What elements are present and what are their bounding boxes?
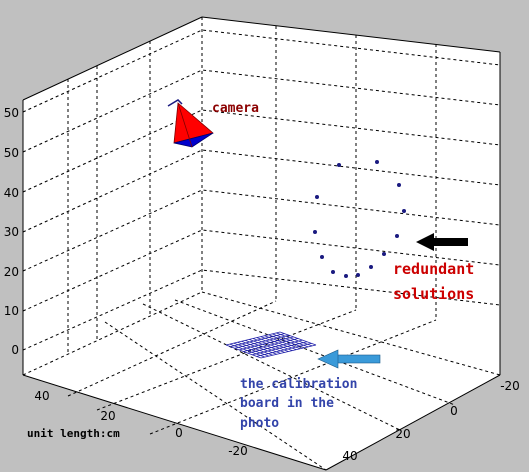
camera-tip (167, 99, 183, 107)
board-grid-line (256, 342, 312, 357)
solution-point (402, 209, 406, 213)
solution-point (337, 163, 341, 167)
solution-point (320, 255, 324, 259)
solution-point (356, 273, 360, 277)
board-grid-line (243, 338, 299, 352)
board-grid-line (234, 334, 290, 349)
y-axis-ticks: -20 0 20 40 (342, 379, 519, 463)
calibration-board (225, 331, 317, 359)
camera-icon (167, 99, 214, 148)
grid-back-right (275, 26, 501, 375)
solution-point (331, 270, 335, 274)
grid-z-levels (22, 29, 501, 351)
board-grid-line (247, 339, 303, 354)
z-axis-ticks: 50 50 40 30 20 10 0 (4, 106, 19, 357)
redundant-solution-points (313, 160, 406, 278)
solution-point (315, 195, 319, 199)
x-tick: 40 (34, 389, 49, 403)
y-tick: 20 (395, 427, 410, 441)
board-grid-line (230, 333, 285, 348)
y-tick: -20 (500, 379, 520, 393)
black-arrow (416, 233, 468, 251)
blue-arrow (317, 349, 381, 369)
camera-edge (177, 102, 193, 148)
z-tick: 40 (4, 186, 19, 200)
x-tick: -20 (228, 444, 248, 458)
axes-box (22, 16, 501, 471)
redundant-label-line1: redundant (393, 260, 474, 278)
camera-base (173, 132, 214, 148)
board-grid-line (260, 344, 317, 359)
solution-point (397, 183, 401, 187)
solution-point (382, 252, 386, 256)
solution-point (375, 160, 379, 164)
solution-point (369, 265, 373, 269)
x-tick: 0 (175, 426, 183, 440)
board-grid-line (252, 341, 308, 356)
solution-point (313, 230, 317, 234)
blue-arrow-head (317, 349, 339, 369)
black-arrow-shaft (430, 238, 468, 246)
z-tick: 0 (11, 343, 19, 357)
y-tick: 0 (450, 404, 458, 418)
z-tick: 10 (4, 304, 19, 318)
x-tick: 20 (100, 409, 115, 423)
plot-area (23, 17, 500, 470)
z-tick: 30 (4, 225, 19, 239)
solution-point (344, 274, 348, 278)
blue-arrow-shaft (334, 354, 381, 364)
x-axis-ticks: 40 20 0 -20 (34, 389, 247, 458)
grid-floor (22, 291, 501, 471)
y-tick: 40 (342, 449, 357, 463)
unit-length-label: unit length:cm (27, 427, 120, 440)
z-tick: 20 (4, 265, 19, 279)
z-tick: 50 (4, 146, 19, 160)
board-label-line1: the calibration (240, 377, 357, 392)
camera-label: camera (212, 101, 259, 116)
board-grid-line (225, 331, 281, 346)
board-grid-line (239, 336, 294, 351)
board-label-line2: board in the (240, 396, 334, 411)
z-tick: 50 (4, 106, 19, 120)
board-label-line3: photo (240, 416, 279, 431)
redundant-label-line2: solutions (393, 285, 474, 303)
solution-point (395, 234, 399, 238)
black-arrow-head (416, 233, 434, 251)
